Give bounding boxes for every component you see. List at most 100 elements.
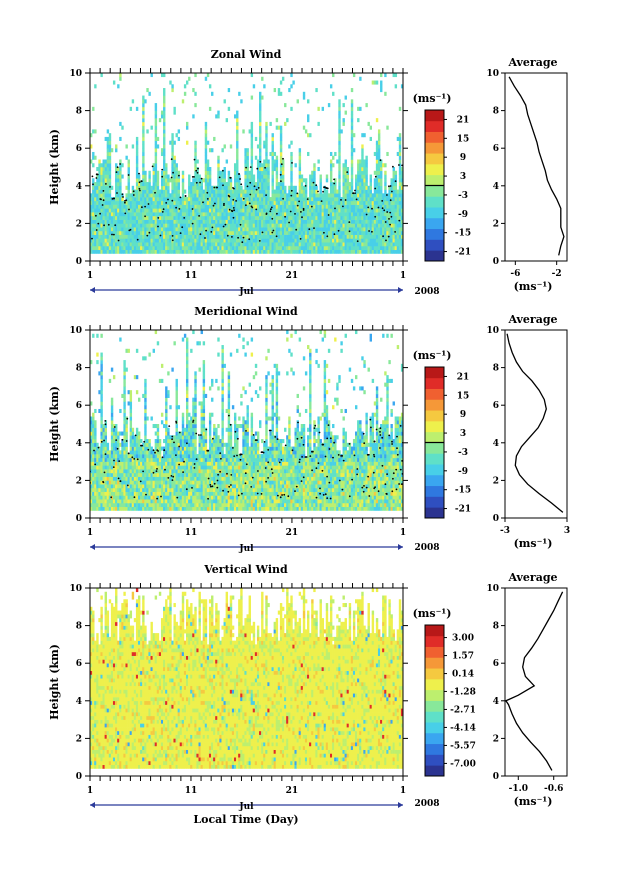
zero-contour-dot <box>228 208 231 211</box>
heatmap-cell <box>384 208 387 213</box>
heatmap-cell <box>211 208 214 213</box>
heatmap-cell <box>277 189 281 194</box>
heatmap-cell <box>273 242 277 247</box>
heatmap-cell <box>315 238 318 243</box>
heatmap-cell <box>140 506 143 511</box>
heatmap-cell <box>154 219 158 224</box>
heatmap-cell <box>163 193 166 198</box>
heatmap-cell <box>233 249 237 254</box>
heatmap-cell <box>392 230 395 235</box>
heatmap-cell <box>135 469 139 474</box>
heatmap-cell <box>350 212 354 217</box>
heatmap-cell <box>167 204 170 209</box>
heatmap-cell <box>150 469 153 474</box>
heatmap-cell <box>173 227 176 232</box>
heatmap-cell <box>371 245 375 251</box>
heatmap-cell <box>350 110 354 115</box>
heatmap-cell <box>263 182 266 187</box>
heatmap-cell <box>175 223 178 228</box>
heatmap-cell <box>309 208 312 213</box>
heatmap-cell <box>148 208 151 213</box>
heatmap-cell <box>332 73 335 78</box>
heatmap-cell <box>277 215 281 220</box>
heatmap-cell <box>163 484 166 489</box>
heatmap-cell <box>350 242 354 247</box>
heatmap-cell <box>361 170 364 175</box>
heatmap-cell <box>254 215 258 220</box>
heatmap-cell <box>217 193 220 198</box>
heatmap-cell <box>100 386 103 391</box>
heatmap-cell <box>375 238 379 243</box>
heatmap-cell <box>119 167 122 172</box>
heatmap-cell <box>163 118 166 123</box>
heatmap-cell <box>196 182 199 187</box>
heatmap-cell <box>123 401 126 406</box>
heatmap-cell <box>229 238 233 243</box>
heatmap-cell <box>259 200 262 205</box>
heatmap-cell <box>273 88 277 93</box>
zero-contour-dot <box>320 200 323 203</box>
heatmap-cell <box>121 454 124 459</box>
heatmap-cell <box>292 249 295 254</box>
heatmap-cell <box>267 223 270 228</box>
heatmap-cell <box>329 185 333 190</box>
heatmap-cell <box>223 167 226 172</box>
heatmap-cell <box>361 223 364 228</box>
heatmap-cell <box>219 242 222 247</box>
zero-contour-dot <box>124 201 126 204</box>
heatmap-cell <box>225 238 229 243</box>
heatmap-cell <box>171 487 174 492</box>
heatmap-cell <box>121 506 124 511</box>
heatmap-cell <box>315 185 318 190</box>
heatmap-cell <box>156 431 160 436</box>
heatmap-cell <box>177 219 181 224</box>
heatmap-cell <box>202 245 206 251</box>
x-tick-label: 11 <box>185 271 198 281</box>
heatmap-cell <box>144 435 147 440</box>
heatmap-cell <box>96 476 99 481</box>
heatmap-cell <box>342 178 345 183</box>
heatmap-cell <box>110 506 114 511</box>
heatmap-cell <box>115 454 118 459</box>
heatmap-cell <box>267 227 270 232</box>
heatmap-cell <box>265 125 268 130</box>
heatmap-cell <box>163 469 166 474</box>
heatmap-cell <box>250 163 254 168</box>
heatmap-cell <box>110 502 114 508</box>
heatmap-cell <box>329 197 333 202</box>
heatmap-cell <box>156 238 160 243</box>
heatmap-cell <box>144 208 147 213</box>
heatmap-cell <box>269 212 272 217</box>
heatmap-cell <box>206 238 210 243</box>
heatmap-cell <box>352 227 356 232</box>
heatmap-cell <box>160 480 164 485</box>
heatmap-cell <box>165 420 168 425</box>
heatmap-cell <box>236 114 239 119</box>
heatmap-cell <box>160 502 164 508</box>
heatmap-cell <box>350 185 354 190</box>
heatmap-cell <box>127 204 130 209</box>
heatmap-cell <box>344 189 347 194</box>
heatmap-cell <box>357 204 360 209</box>
heatmap-cell <box>177 170 181 175</box>
heatmap-cell <box>131 219 135 224</box>
heatmap-cell <box>367 204 370 209</box>
heatmap-cell <box>177 215 181 220</box>
heatmap-cell <box>102 461 105 466</box>
heatmap-cell <box>204 76 208 81</box>
heatmap-cell <box>223 185 226 190</box>
zero-contour-dot <box>325 187 328 189</box>
heatmap-cell <box>196 200 199 205</box>
heatmap-cell <box>160 110 164 115</box>
heatmap-cell <box>154 431 158 436</box>
heatmap-cell <box>329 174 333 179</box>
zero-contour-dot <box>161 168 164 171</box>
heatmap-cell <box>102 200 105 205</box>
heatmap-cell <box>90 223 93 228</box>
heatmap-cell <box>154 230 158 235</box>
heatmap-cell <box>125 208 128 213</box>
heatmap-cell <box>106 200 110 205</box>
heatmap-cell <box>194 234 197 239</box>
heatmap-cell <box>233 223 237 228</box>
heatmap-cell <box>319 242 322 247</box>
